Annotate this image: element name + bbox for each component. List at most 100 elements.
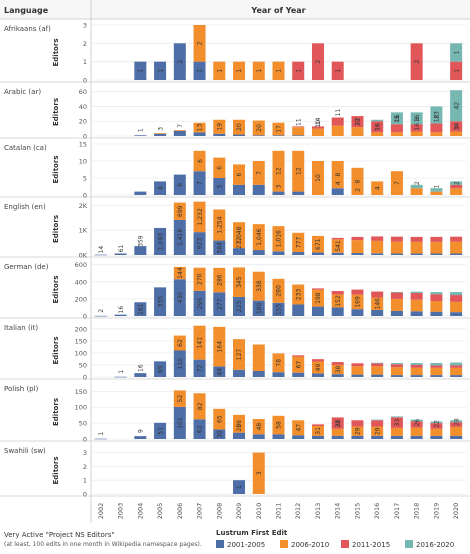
data-label: 31 [315,427,322,435]
bar-segment [173,202,186,220]
data-label: 4 [157,186,164,190]
data-label: 1 [453,50,460,54]
data-label: 17 [276,125,283,133]
bar-segment [292,232,305,253]
bar-segment [430,428,443,436]
data-label: 1 [216,69,223,73]
bar-segment [410,253,423,255]
bar-segment [450,301,463,313]
bar-segment [134,302,147,316]
data-label: 101 [177,417,184,429]
bar-segment [450,188,463,195]
data-label: 1 [138,128,145,132]
data-label: 1 [256,69,263,73]
bar-segment [173,406,186,439]
language-label: German (de) [4,263,49,271]
y-tick-label: 100 [75,404,87,412]
data-label: 7 [177,124,184,128]
bar-segment [351,289,364,295]
y-tick-label: 200 [75,295,87,303]
data-label: 51 [157,427,164,435]
bar-segment [410,427,423,436]
bar-segment [450,131,463,136]
bar-segment [410,291,423,293]
data-label: 1 [118,370,125,374]
bar-segment [193,25,206,62]
bar-segment [311,306,324,316]
bar-segment [450,292,463,296]
bar-segment [173,219,186,255]
bar-segment [292,420,305,436]
data-label: 1,232 [197,208,204,225]
bar-segment [371,435,384,439]
bar-segment [450,184,463,189]
bar-segment [173,43,186,80]
legend-label: 2016-2020 [416,541,454,549]
data-label: 52 [177,395,184,403]
bar-segment [430,191,443,195]
bar-segment [351,420,364,427]
bar-segment [272,353,285,373]
bar-segment [311,126,324,129]
bar-segment [193,171,206,195]
bar-segment [311,435,324,439]
bar-segment [450,121,463,132]
bar-segment [134,191,147,195]
bar-segment [450,181,463,185]
data-label: 164 [216,341,223,353]
x-tick-label: 2020 [452,503,460,520]
bar-segment [371,426,384,436]
data-label: 20 [256,124,263,132]
x-tick-label: 2003 [117,503,125,520]
bar-segment [173,266,186,280]
bar-segment [272,191,285,195]
data-label: 359 [138,235,145,247]
data-label: 2 [414,60,421,64]
bar-segment [154,422,167,439]
bar-segment [390,417,403,428]
bar-segment [154,227,167,255]
y-tick-label: 1K [79,227,88,235]
bar-segment [233,184,246,195]
bar-segment [390,298,403,311]
bar-segment [371,362,384,364]
y-tick-label: 3 [83,449,87,457]
data-label: 1,093 [157,233,164,250]
data-label: 42 [453,102,460,110]
bar-segment [371,310,384,316]
x-tick-label: 2019 [432,503,440,520]
bar-segment [390,435,403,439]
data-label: 10 [315,174,322,182]
bar-segment [410,112,423,125]
bar-segment [390,112,403,125]
bar-segment [252,344,265,371]
bar-segment [410,363,423,365]
bar-segment [390,292,403,293]
data-label: 161 [138,303,145,315]
panel-3: English (en) Editors 0K 1K 2K 14 61 359 1,093 1,4… [0,201,470,260]
data-label: 1 [335,69,342,73]
y-tick-label: 0 [83,192,87,200]
x-tick-label: 2010 [255,503,263,520]
bar-segment [114,314,127,316]
bar-segment [351,127,364,136]
bar-segment [173,174,186,195]
y-tick-label: 0 [83,77,87,85]
bar-segment [292,61,305,80]
bar-segment [94,254,107,256]
bar-segment [213,267,226,293]
data-label: 13 [197,124,204,132]
legend-label: 2001-2005 [227,541,265,549]
bar-segment [233,222,246,249]
bar-segment [154,287,167,316]
bar-segment [193,267,206,291]
data-label: 16 [414,123,421,131]
legend: Lustrum First Edit 2001-2005 2006-2010 2011… [216,529,454,549]
data-label: 1,016 [276,230,283,247]
x-tick-label: 2012 [294,503,302,520]
bar-segment [193,359,206,377]
bar-segment [430,123,443,133]
bar-segment [450,422,463,427]
